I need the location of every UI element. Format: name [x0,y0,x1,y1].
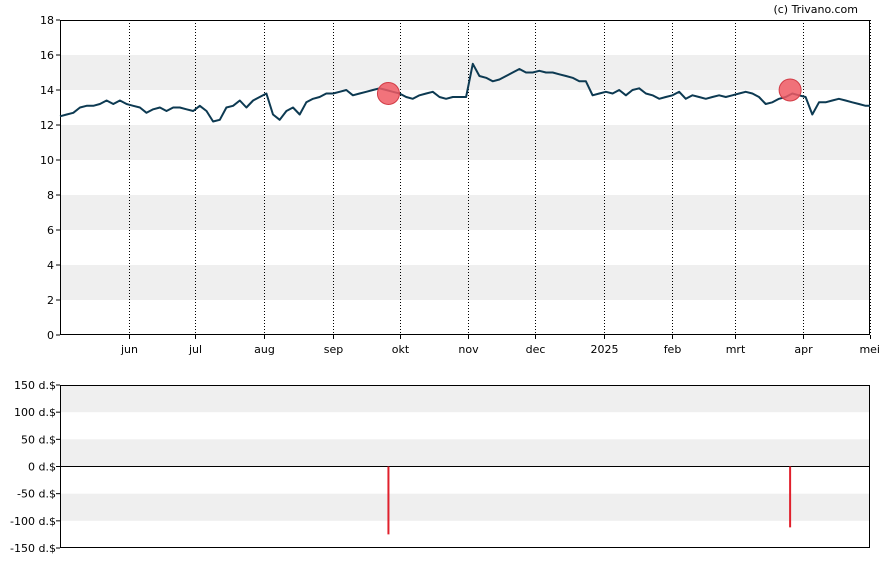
x-tick-label: aug [254,343,275,356]
transaction-chart-y-ticks: 150 d.$ 100 d.$ 50 d.$ 0 d.$ -50 d.$ -100 d.$… [10,379,60,555]
x-tick-label: jun [120,343,138,356]
y-tick-label: 4 [47,259,54,272]
transaction-chart-frame [60,385,870,548]
y-tick-label: 0 [47,329,54,342]
x-tick-label: nov [458,343,479,356]
y-tick-label: 12 [40,119,54,132]
x-tick-label: sep [324,343,343,356]
grid-band [60,439,870,467]
price-chart-x-ticks: jun jul aug sep okt nov dec 2025 feb mrt apr mei [120,335,880,356]
grid-band [60,385,870,413]
y-tick-label: 16 [40,49,54,62]
y-tick-label: 2 [47,294,54,307]
x-tick-label: mei [859,343,880,356]
x-tick-label: mrt [726,343,746,356]
y-tick-label: -50 d.$ [17,488,56,501]
grid-band [60,125,870,160]
x-tick-label: apr [794,343,813,356]
price-line [59,62,870,123]
grid-band [60,493,870,521]
grid-band [60,55,870,90]
price-chart-border [60,20,870,335]
price-chart-frame [60,20,870,335]
y-tick-label: 8 [47,189,54,202]
price-chart-markers [376,78,802,105]
y-tick-label: 50 d.$ [21,433,56,446]
x-tick-label: okt [392,343,410,356]
y-tick-label: 18 [40,14,54,27]
y-tick-label: -150 d.$ [10,542,56,555]
transaction-chart-bars [387,466,792,535]
y-tick-label: -100 d.$ [10,515,56,528]
grid-band [60,265,870,300]
x-tick-label: feb [664,343,682,356]
price-chart-y-ticks: 0 2 4 6 8 10 12 14 16 18 [40,14,60,342]
transaction-marker [376,82,400,105]
x-tick-label: dec [526,343,546,356]
y-tick-label: 100 d.$ [14,406,56,419]
y-tick-label: 150 d.$ [14,379,56,392]
grid-band [60,195,870,230]
y-tick-label: 6 [47,224,54,237]
transaction-chart-bands [60,385,870,521]
x-tick-label: 2025 [591,343,619,356]
x-tick-label: jul [188,343,202,356]
credit-text: (c) Trivano.com [773,3,858,16]
y-tick-label: 0 d.$ [28,461,56,474]
y-tick-label: 10 [40,154,54,167]
y-tick-label: 14 [40,84,54,97]
price-chart-series [59,62,870,123]
transaction-marker [778,78,802,102]
